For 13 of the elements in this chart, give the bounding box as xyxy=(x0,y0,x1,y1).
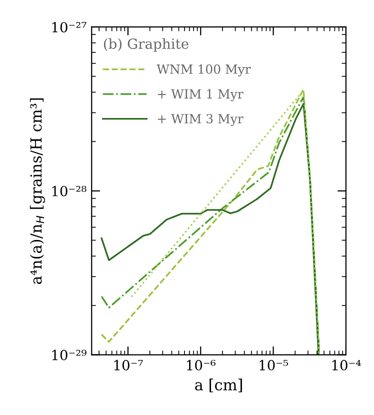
legend-label: + WIM 1 Myr xyxy=(158,89,244,102)
legend-label: + WIM 3 Myr xyxy=(158,114,244,126)
x-tick-label: 10⁻⁵ xyxy=(260,360,288,370)
x-tick-label: 10⁻⁶ xyxy=(187,360,216,370)
legend-title: (b) Graphite xyxy=(104,38,188,52)
y-tick-label: 10⁻²⁸ xyxy=(52,186,86,196)
x-tick-label: 10⁻⁷ xyxy=(114,360,143,370)
x-tick-label: 10⁻⁴ xyxy=(332,360,361,370)
y-tick-label: 10⁻²⁷ xyxy=(52,22,86,32)
y-axis-title: a⁴n(a)/n$_{H}$ [grains/H cm³] xyxy=(30,98,45,284)
y-tick-label: 10⁻²⁹ xyxy=(52,350,86,360)
legend-label: WNM 100 Myr xyxy=(156,64,251,76)
x-axis-title: a [cm] xyxy=(195,378,242,392)
